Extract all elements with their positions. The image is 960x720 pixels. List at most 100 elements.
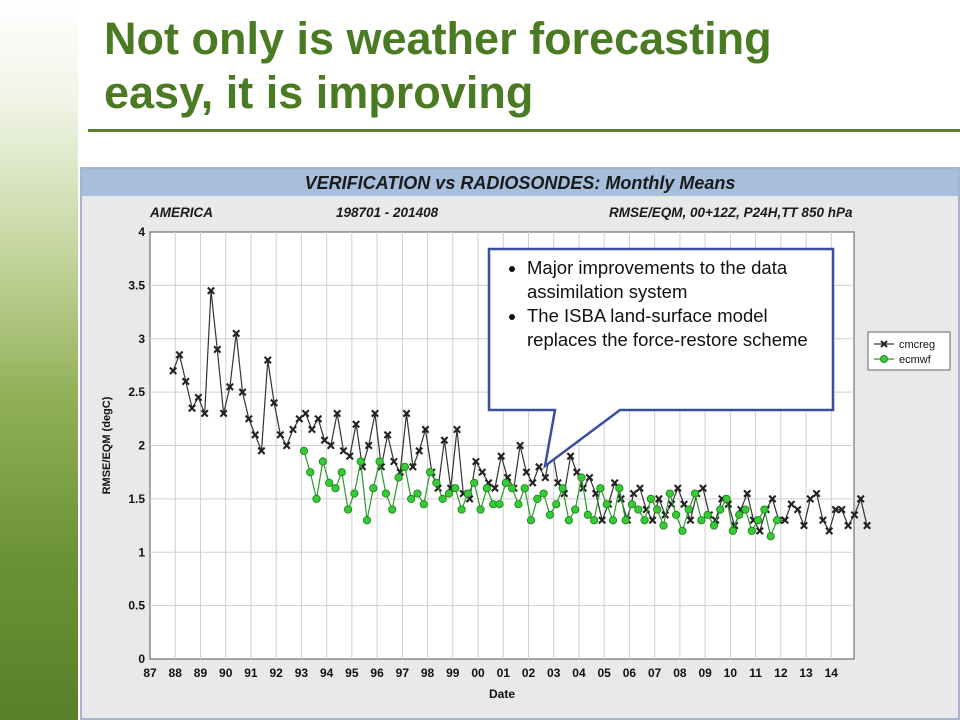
x-tick-label: 97: [396, 666, 410, 680]
data-point-ecmwf: [659, 521, 668, 530]
data-point-cmcreg: [326, 441, 335, 450]
data-point-cmcreg: [207, 286, 215, 295]
data-point-ecmwf: [331, 484, 340, 493]
x-tick-label: 89: [194, 666, 208, 680]
data-point-ecmwf: [457, 505, 466, 514]
y-tick-label: 2.5: [128, 385, 145, 399]
data-point-cmcreg: [194, 393, 203, 402]
y-axis-label: RMSE/EQM (degC): [101, 396, 113, 494]
data-point-cmcreg: [320, 436, 329, 445]
data-point-cmcreg: [793, 505, 802, 514]
data-point-cmcreg: [276, 430, 285, 439]
data-point-ecmwf: [312, 494, 321, 503]
data-point-ecmwf: [526, 516, 536, 525]
data-point-cmcreg: [490, 484, 499, 493]
data-point-cmcreg: [471, 457, 480, 466]
data-point-cmcreg: [333, 409, 342, 418]
data-point-ecmwf: [444, 489, 454, 498]
data-point-cmcreg: [345, 452, 354, 461]
data-point-ecmwf: [665, 489, 674, 498]
data-point-ecmwf: [507, 484, 517, 493]
data-point-ecmwf: [672, 510, 681, 519]
data-point-ecmwf: [407, 494, 416, 503]
y-tick-label: 1: [138, 545, 145, 559]
x-tick-label: 93: [295, 666, 309, 680]
data-point-cmcreg: [440, 436, 449, 445]
data-point-ecmwf: [653, 505, 662, 514]
data-point-ecmwf: [306, 468, 315, 477]
data-point-ecmwf: [760, 505, 769, 514]
data-point-ecmwf: [697, 516, 706, 525]
data-point-ecmwf: [375, 457, 384, 466]
data-point-ecmwf: [476, 505, 485, 514]
y-tick-label: 3: [138, 332, 145, 346]
data-point-cmcreg: [213, 345, 222, 354]
x-tick-label: 03: [547, 666, 561, 680]
data-point-cmcreg: [402, 409, 411, 418]
x-tick-label: 09: [698, 666, 712, 680]
data-point-ecmwf: [400, 462, 409, 471]
data-point-ecmwf: [640, 516, 649, 525]
x-tick-label: 90: [219, 666, 233, 680]
data-point-cmcreg: [200, 409, 209, 418]
y-tick-label: 3.5: [128, 278, 145, 292]
data-point-ecmwf: [514, 500, 523, 509]
x-tick-label: 13: [799, 666, 813, 680]
data-point-cmcreg: [522, 468, 531, 477]
data-point-ecmwf: [501, 478, 510, 487]
data-point-cmcreg: [541, 473, 550, 482]
data-point-ecmwf: [558, 484, 567, 493]
data-point-cmcreg: [673, 484, 682, 493]
data-point-ecmwf: [577, 473, 586, 482]
data-point-ecmwf: [684, 505, 693, 514]
x-tick-label: 01: [497, 666, 511, 680]
x-tick-label: 00: [471, 666, 485, 680]
data-point-ecmwf: [533, 494, 542, 503]
data-point-ecmwf: [634, 505, 643, 514]
data-point-ecmwf: [741, 505, 750, 514]
data-point-ecmwf: [356, 457, 365, 466]
data-point-cmcreg: [301, 409, 310, 418]
data-point-ecmwf: [678, 526, 687, 535]
data-point-cmcreg: [307, 425, 316, 434]
data-point-cmcreg: [389, 457, 398, 466]
callout-bullet-list: Major improvements to the data assimilat…: [503, 256, 819, 352]
data-point-cmcreg: [800, 521, 808, 530]
x-tick-label: 96: [370, 666, 384, 680]
x-tick-label: 04: [572, 666, 586, 680]
data-point-ecmwf: [318, 457, 327, 466]
data-point-cmcreg: [188, 404, 197, 413]
x-axis-label: Date: [489, 687, 515, 701]
legend-marker-cmcreg: [880, 340, 888, 348]
data-point-ecmwf: [350, 489, 359, 498]
data-point-cmcreg: [263, 356, 272, 365]
x-tick-label: 10: [724, 666, 738, 680]
data-point-cmcreg: [831, 505, 840, 514]
data-point-ecmwf: [728, 526, 737, 535]
data-point-cmcreg: [844, 521, 853, 530]
data-point-cmcreg: [528, 478, 537, 487]
data-point-ecmwf: [470, 478, 479, 487]
x-tick-label: 88: [169, 666, 183, 680]
data-point-ecmwf: [608, 516, 618, 525]
data-point-cmcreg: [686, 516, 695, 525]
data-point-ecmwf: [716, 505, 725, 514]
series-line-ecmwf: [303, 450, 778, 539]
data-point-ecmwf: [362, 516, 372, 525]
data-point-cmcreg: [598, 516, 607, 525]
x-tick-label: 94: [320, 666, 334, 680]
x-tick-label: 95: [345, 666, 359, 680]
chart-title: VERIFICATION vs RADIOSONDES: Monthly Mea…: [304, 173, 736, 193]
data-point-ecmwf: [590, 516, 599, 525]
callout-box: Major improvements to the data assimilat…: [489, 249, 833, 410]
data-point-ecmwf: [552, 500, 561, 509]
data-point-ecmwf: [381, 489, 391, 498]
data-point-cmcreg: [787, 500, 796, 509]
x-tick-label: 87: [143, 666, 157, 680]
data-point-cmcreg: [181, 377, 190, 386]
data-point-ecmwf: [703, 510, 712, 519]
data-point-ecmwf: [388, 505, 397, 514]
data-point-cmcreg: [781, 516, 789, 525]
data-point-cmcreg: [812, 489, 821, 498]
y-tick-label: 4: [138, 225, 145, 239]
